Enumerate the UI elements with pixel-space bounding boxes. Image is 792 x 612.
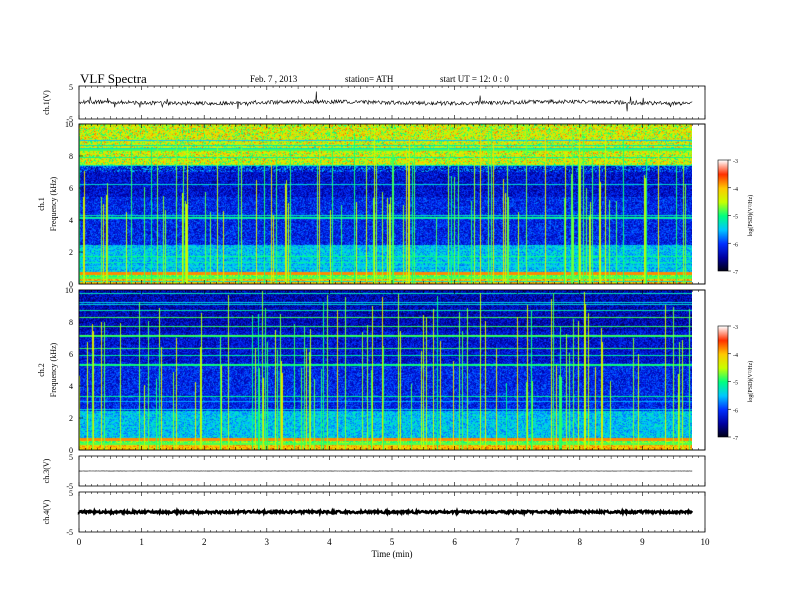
- x-tick-label: 2: [202, 537, 207, 547]
- y-tick-label: 5: [69, 489, 73, 498]
- y-tick-label: 8: [69, 152, 73, 161]
- y-tick-label: 4: [69, 382, 73, 391]
- x-tick-label: 7: [515, 537, 520, 547]
- x-tick-label: 0: [77, 537, 82, 547]
- y-axis-label: ch.3(V): [42, 458, 51, 483]
- y-tick-label: 10: [65, 120, 73, 129]
- x-tick-label: 6: [452, 537, 457, 547]
- x-tick-label: 8: [578, 537, 583, 547]
- colorbar-tick-label: -6: [733, 408, 738, 414]
- colorbar-tick-label: -7: [733, 436, 738, 442]
- y-tick-label: 5: [69, 453, 73, 462]
- colorbar-tick-label: -6: [733, 242, 738, 248]
- y-tick-label: 2: [69, 414, 73, 423]
- y-tick-label: 5: [69, 83, 73, 92]
- station-label: station= ATH: [345, 74, 394, 84]
- colorbar-tick-label: -4: [733, 353, 738, 359]
- y-axis-label: Frequency (kHz): [49, 176, 58, 231]
- colorbar-tick-label: -7: [733, 270, 738, 276]
- y-axis-label: ch.4(V): [42, 499, 51, 524]
- trace-line: [78, 91, 693, 112]
- y-tick-label: 10: [65, 286, 73, 295]
- y-tick-label: 4: [69, 216, 73, 225]
- x-tick-label: 5: [390, 537, 395, 547]
- y-tick-label: 2: [69, 248, 73, 257]
- colorbar-tick-label: -5: [733, 381, 738, 387]
- colorbar-tick-label: -3: [733, 159, 738, 165]
- y-axis-label: Frequency (kHz): [49, 342, 58, 397]
- x-tick-label: 9: [640, 537, 645, 547]
- x-tick-label: 3: [265, 537, 270, 547]
- y-tick-label: 0: [69, 446, 73, 455]
- y-tick-label: 6: [69, 350, 73, 359]
- y-tick-label: -5: [66, 528, 73, 537]
- channel-label: ch.2: [37, 363, 46, 377]
- y-tick-label: -5: [66, 482, 73, 491]
- colorbar: [718, 326, 728, 437]
- channel-label: ch.1: [37, 197, 46, 211]
- trace-line: [77, 506, 694, 518]
- x-tick-label: 10: [701, 537, 711, 547]
- colorbar-label: log(PSD)(V²/Hz): [747, 361, 754, 402]
- y-tick-label: -5: [66, 115, 73, 124]
- x-axis-label: Time (min): [372, 549, 413, 559]
- spectrogram-image: [79, 124, 692, 284]
- x-tick-label: 4: [327, 537, 332, 547]
- y-tick-label: 6: [69, 184, 73, 193]
- figure-title: VLF Spectra: [80, 71, 147, 86]
- start-time-label: start UT = 12: 0 : 0: [440, 74, 509, 84]
- y-axis-label: ch.1(V): [42, 90, 51, 115]
- colorbar-tick-label: -5: [733, 215, 738, 221]
- date-label: Feb. 7 , 2013: [250, 74, 298, 84]
- colorbar: [718, 160, 728, 271]
- y-tick-label: 8: [69, 318, 73, 327]
- y-tick-label: 0: [69, 280, 73, 289]
- colorbar-tick-label: -4: [733, 187, 738, 193]
- panel-frame: [78, 85, 706, 120]
- spectrogram-image: [79, 290, 692, 450]
- colorbar-label: log(PSD)(V²/Hz): [747, 195, 754, 236]
- x-tick-label: 1: [139, 537, 144, 547]
- colorbar-tick-label: -3: [733, 325, 738, 331]
